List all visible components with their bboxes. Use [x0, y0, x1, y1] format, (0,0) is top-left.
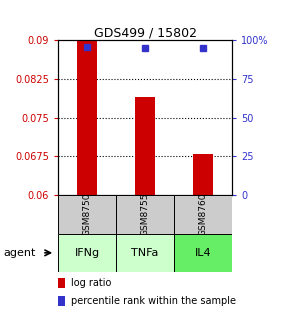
- Title: GDS499 / 15802: GDS499 / 15802: [93, 26, 197, 39]
- Text: IFNg: IFNg: [75, 248, 99, 258]
- Bar: [174, 234, 232, 272]
- Bar: [193, 154, 213, 195]
- Text: GSM8750: GSM8750: [82, 193, 92, 236]
- Bar: [58, 195, 116, 234]
- Bar: [58, 278, 65, 288]
- Bar: [58, 296, 65, 306]
- Bar: [116, 234, 174, 272]
- Bar: [77, 40, 97, 195]
- Text: GSM8760: GSM8760: [198, 193, 208, 236]
- Text: percentile rank within the sample: percentile rank within the sample: [70, 296, 235, 306]
- Text: log ratio: log ratio: [70, 278, 111, 288]
- Text: IL4: IL4: [195, 248, 211, 258]
- Bar: [135, 97, 155, 195]
- Bar: [116, 195, 174, 234]
- Bar: [58, 234, 116, 272]
- Bar: [174, 195, 232, 234]
- Text: GSM8755: GSM8755: [140, 193, 150, 236]
- Text: agent: agent: [3, 248, 35, 258]
- Text: TNFa: TNFa: [131, 248, 159, 258]
